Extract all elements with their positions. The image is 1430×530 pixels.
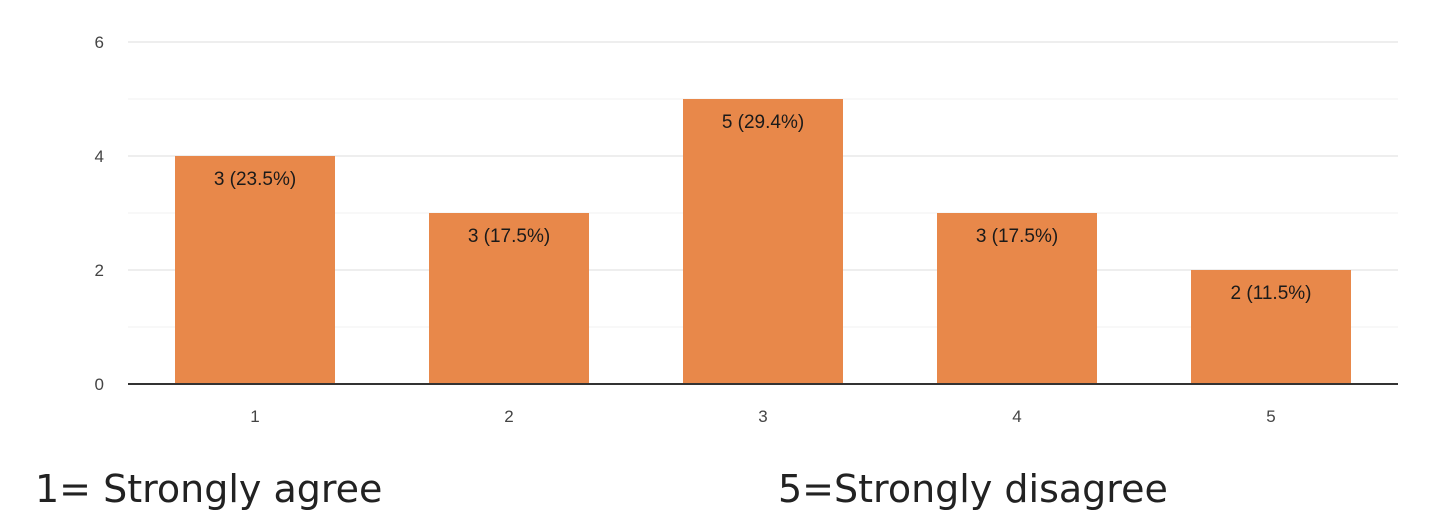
x-tick-label: 2 (504, 407, 513, 426)
y-tick-label: 2 (95, 261, 104, 280)
x-axis-ticks: 1 2 3 4 5 (250, 407, 1275, 426)
bar (175, 156, 335, 384)
x-tick-label: 1 (250, 407, 259, 426)
data-labels: 3 (23.5%) 3 (17.5%) 5 (29.4%) 3 (17.5%) 2 (1… (214, 112, 1312, 304)
bar-data-label: 3 (17.5%) (468, 226, 550, 247)
y-axis-ticks: 0 2 4 6 (95, 33, 104, 394)
bar-data-label: 3 (17.5%) (976, 226, 1058, 247)
bar-chart: 3 (23.5%) 3 (17.5%) 5 (29.4%) 3 (17.5%) 2 (1… (95, 33, 1398, 426)
scale-caption-right: 5=Strongly disagree (778, 467, 1168, 511)
bar-data-label: 5 (29.4%) (722, 112, 804, 133)
bars (175, 99, 1351, 384)
bar-data-label: 3 (23.5%) (214, 169, 296, 190)
bar-data-label: 2 (11.5%) (1231, 283, 1312, 304)
scale-caption-left: 1= Strongly agree (35, 467, 383, 511)
x-tick-label: 4 (1012, 407, 1021, 426)
y-tick-label: 0 (95, 375, 104, 394)
bar (1191, 270, 1351, 384)
y-tick-label: 4 (95, 147, 104, 166)
bar (683, 99, 843, 384)
x-tick-label: 3 (758, 407, 767, 426)
x-tick-label: 5 (1266, 407, 1275, 426)
y-tick-label: 6 (95, 33, 104, 52)
bar (937, 213, 1097, 384)
bar (429, 213, 589, 384)
